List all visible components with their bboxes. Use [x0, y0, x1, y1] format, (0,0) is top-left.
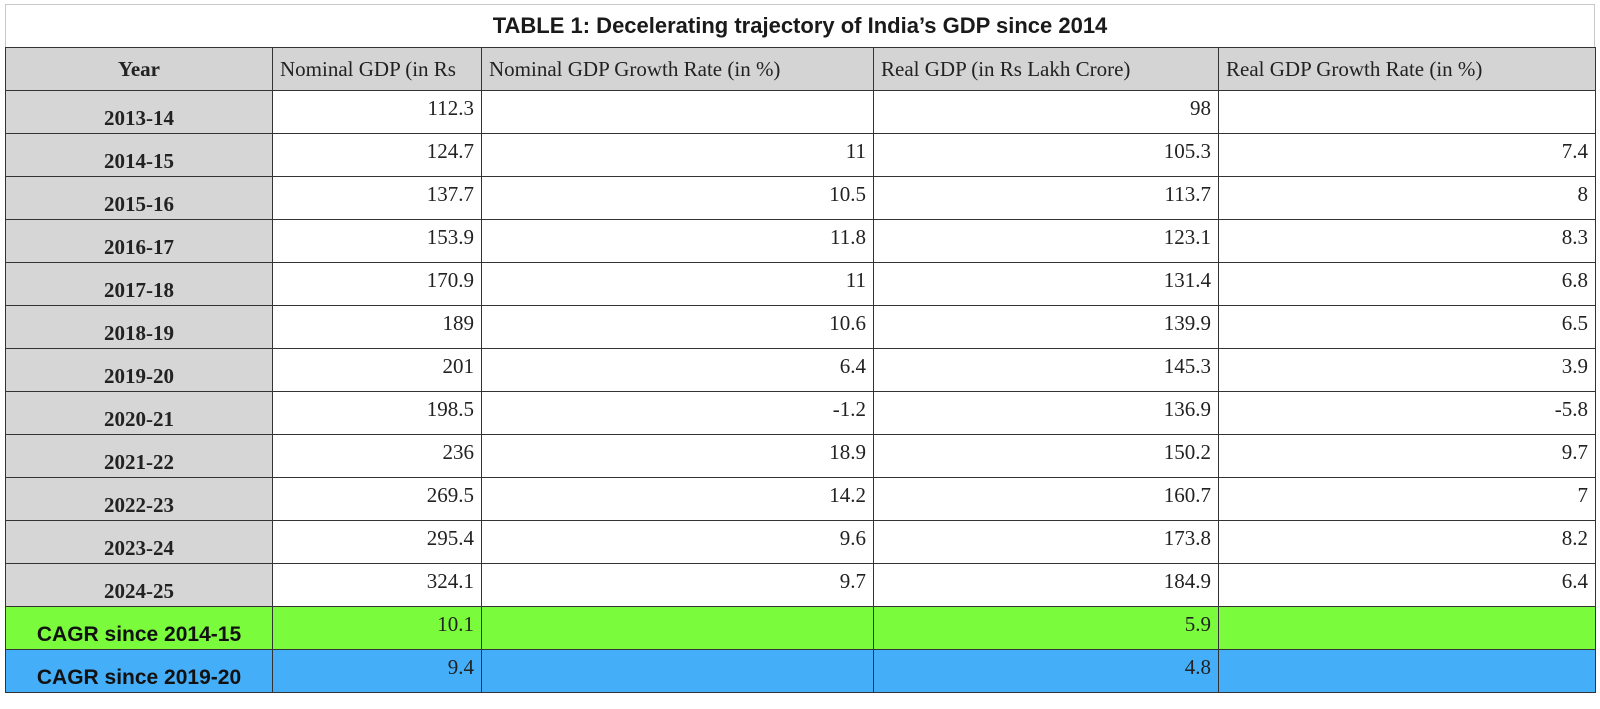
cagr-row-2014: CAGR since 2014-15 10.1 5.9	[5, 606, 1596, 650]
table-title: TABLE 1: Decelerating trajectory of Indi…	[5, 4, 1595, 47]
nominal-gdp-cell: 295.4	[272, 520, 482, 564]
nominal-gdp-cell: 201	[272, 348, 482, 392]
nominal-gdp-cell: 170.9	[272, 262, 482, 306]
real-growth-cell: 8.2	[1218, 520, 1596, 564]
nominal-growth-cell: 11.8	[481, 219, 874, 263]
real-growth-cell: 6.5	[1218, 305, 1596, 349]
real-growth-cell: 3.9	[1218, 348, 1596, 392]
cagr-real-growth-cell	[1218, 649, 1596, 693]
table-row: 2018-19 189 10.6 139.9 6.5	[5, 305, 1596, 349]
year-cell: 2022-23	[5, 477, 273, 521]
cagr-real-growth-cell	[1218, 606, 1596, 650]
table-row: 2023-24 295.4 9.6 173.8 8.2	[5, 520, 1596, 564]
year-cell: 2014-15	[5, 133, 273, 177]
year-cell: 2020-21	[5, 391, 273, 435]
table-row: 2019-20 201 6.4 145.3 3.9	[5, 348, 1596, 392]
header-row: Year Nominal GDP (in Rs Nominal GDP Grow…	[5, 47, 1596, 91]
real-gdp-cell: 173.8	[873, 520, 1219, 564]
nominal-gdp-cell: 269.5	[272, 477, 482, 521]
cagr-label: CAGR since 2019-20	[5, 649, 273, 693]
nominal-growth-cell: 11	[481, 262, 874, 306]
table-row: 2017-18 170.9 11 131.4 6.8	[5, 262, 1596, 306]
real-growth-cell: 6.4	[1218, 563, 1596, 607]
year-cell: 2024-25	[5, 563, 273, 607]
real-gdp-cell: 98	[873, 90, 1219, 134]
nominal-gdp-cell: 112.3	[272, 90, 482, 134]
real-gdp-cell: 131.4	[873, 262, 1219, 306]
nominal-gdp-cell: 124.7	[272, 133, 482, 177]
real-gdp-cell: 136.9	[873, 391, 1219, 435]
table-row: 2020-21 198.5 -1.2 136.9 -5.8	[5, 391, 1596, 435]
real-growth-cell	[1218, 90, 1596, 134]
column-header-real-gdp: Real GDP (in Rs Lakh Crore)	[873, 47, 1219, 91]
cagr-real-gdp-cell: 5.9	[873, 606, 1219, 650]
nominal-growth-cell: 9.6	[481, 520, 874, 564]
year-cell: 2017-18	[5, 262, 273, 306]
nominal-gdp-cell: 236	[272, 434, 482, 478]
column-header-nominal-growth: Nominal GDP Growth Rate (in %)	[481, 47, 874, 91]
nominal-growth-cell: 10.5	[481, 176, 874, 220]
table-row: 2022-23 269.5 14.2 160.7 7	[5, 477, 1596, 521]
gdp-table: Year Nominal GDP (in Rs Nominal GDP Grow…	[5, 47, 1596, 693]
cagr-label: CAGR since 2014-15	[5, 606, 273, 650]
real-growth-cell: 9.7	[1218, 434, 1596, 478]
real-gdp-cell: 113.7	[873, 176, 1219, 220]
real-gdp-cell: 160.7	[873, 477, 1219, 521]
cagr-nominal-gdp-cell: 9.4	[272, 649, 482, 693]
real-growth-cell: 8.3	[1218, 219, 1596, 263]
table-row: 2021-22 236 18.9 150.2 9.7	[5, 434, 1596, 478]
real-growth-cell: 6.8	[1218, 262, 1596, 306]
cagr-nominal-gdp-cell: 10.1	[272, 606, 482, 650]
year-cell: 2015-16	[5, 176, 273, 220]
real-growth-cell: 7.4	[1218, 133, 1596, 177]
year-cell: 2013-14	[5, 90, 273, 134]
column-header-nominal-gdp: Nominal GDP (in Rs	[272, 47, 482, 91]
nominal-gdp-cell: 198.5	[272, 391, 482, 435]
table-row: 2016-17 153.9 11.8 123.1 8.3	[5, 219, 1596, 263]
column-header-real-growth: Real GDP Growth Rate (in %)	[1218, 47, 1596, 91]
real-gdp-cell: 139.9	[873, 305, 1219, 349]
nominal-growth-cell: 14.2	[481, 477, 874, 521]
nominal-gdp-cell: 137.7	[272, 176, 482, 220]
real-gdp-cell: 123.1	[873, 219, 1219, 263]
nominal-growth-cell: 11	[481, 133, 874, 177]
nominal-gdp-cell: 324.1	[272, 563, 482, 607]
cagr-real-gdp-cell: 4.8	[873, 649, 1219, 693]
table-row: 2024-25 324.1 9.7 184.9 6.4	[5, 563, 1596, 607]
year-cell: 2019-20	[5, 348, 273, 392]
cagr-nominal-growth-cell	[481, 606, 874, 650]
real-growth-cell: 8	[1218, 176, 1596, 220]
real-gdp-cell: 184.9	[873, 563, 1219, 607]
nominal-gdp-cell: 189	[272, 305, 482, 349]
real-growth-cell: -5.8	[1218, 391, 1596, 435]
cagr-nominal-growth-cell	[481, 649, 874, 693]
table-row: 2013-14 112.3 98	[5, 90, 1596, 134]
nominal-growth-cell: 18.9	[481, 434, 874, 478]
real-growth-cell: 7	[1218, 477, 1596, 521]
year-cell: 2018-19	[5, 305, 273, 349]
year-cell: 2021-22	[5, 434, 273, 478]
table-row: 2014-15 124.7 11 105.3 7.4	[5, 133, 1596, 177]
year-cell: 2023-24	[5, 520, 273, 564]
column-header-year: Year	[5, 47, 273, 91]
cagr-row-2019: CAGR since 2019-20 9.4 4.8	[5, 649, 1596, 693]
real-gdp-cell: 145.3	[873, 348, 1219, 392]
table-row: 2015-16 137.7 10.5 113.7 8	[5, 176, 1596, 220]
nominal-growth-cell: 9.7	[481, 563, 874, 607]
real-gdp-cell: 105.3	[873, 133, 1219, 177]
table-container: TABLE 1: Decelerating trajectory of Indi…	[5, 4, 1596, 693]
nominal-growth-cell	[481, 90, 874, 134]
nominal-growth-cell: 6.4	[481, 348, 874, 392]
nominal-growth-cell: 10.6	[481, 305, 874, 349]
nominal-growth-cell: -1.2	[481, 391, 874, 435]
nominal-gdp-cell: 153.9	[272, 219, 482, 263]
real-gdp-cell: 150.2	[873, 434, 1219, 478]
table-body: 2013-14 112.3 98 2014-15 124.7 11 105.3 …	[5, 90, 1596, 693]
year-cell: 2016-17	[5, 219, 273, 263]
